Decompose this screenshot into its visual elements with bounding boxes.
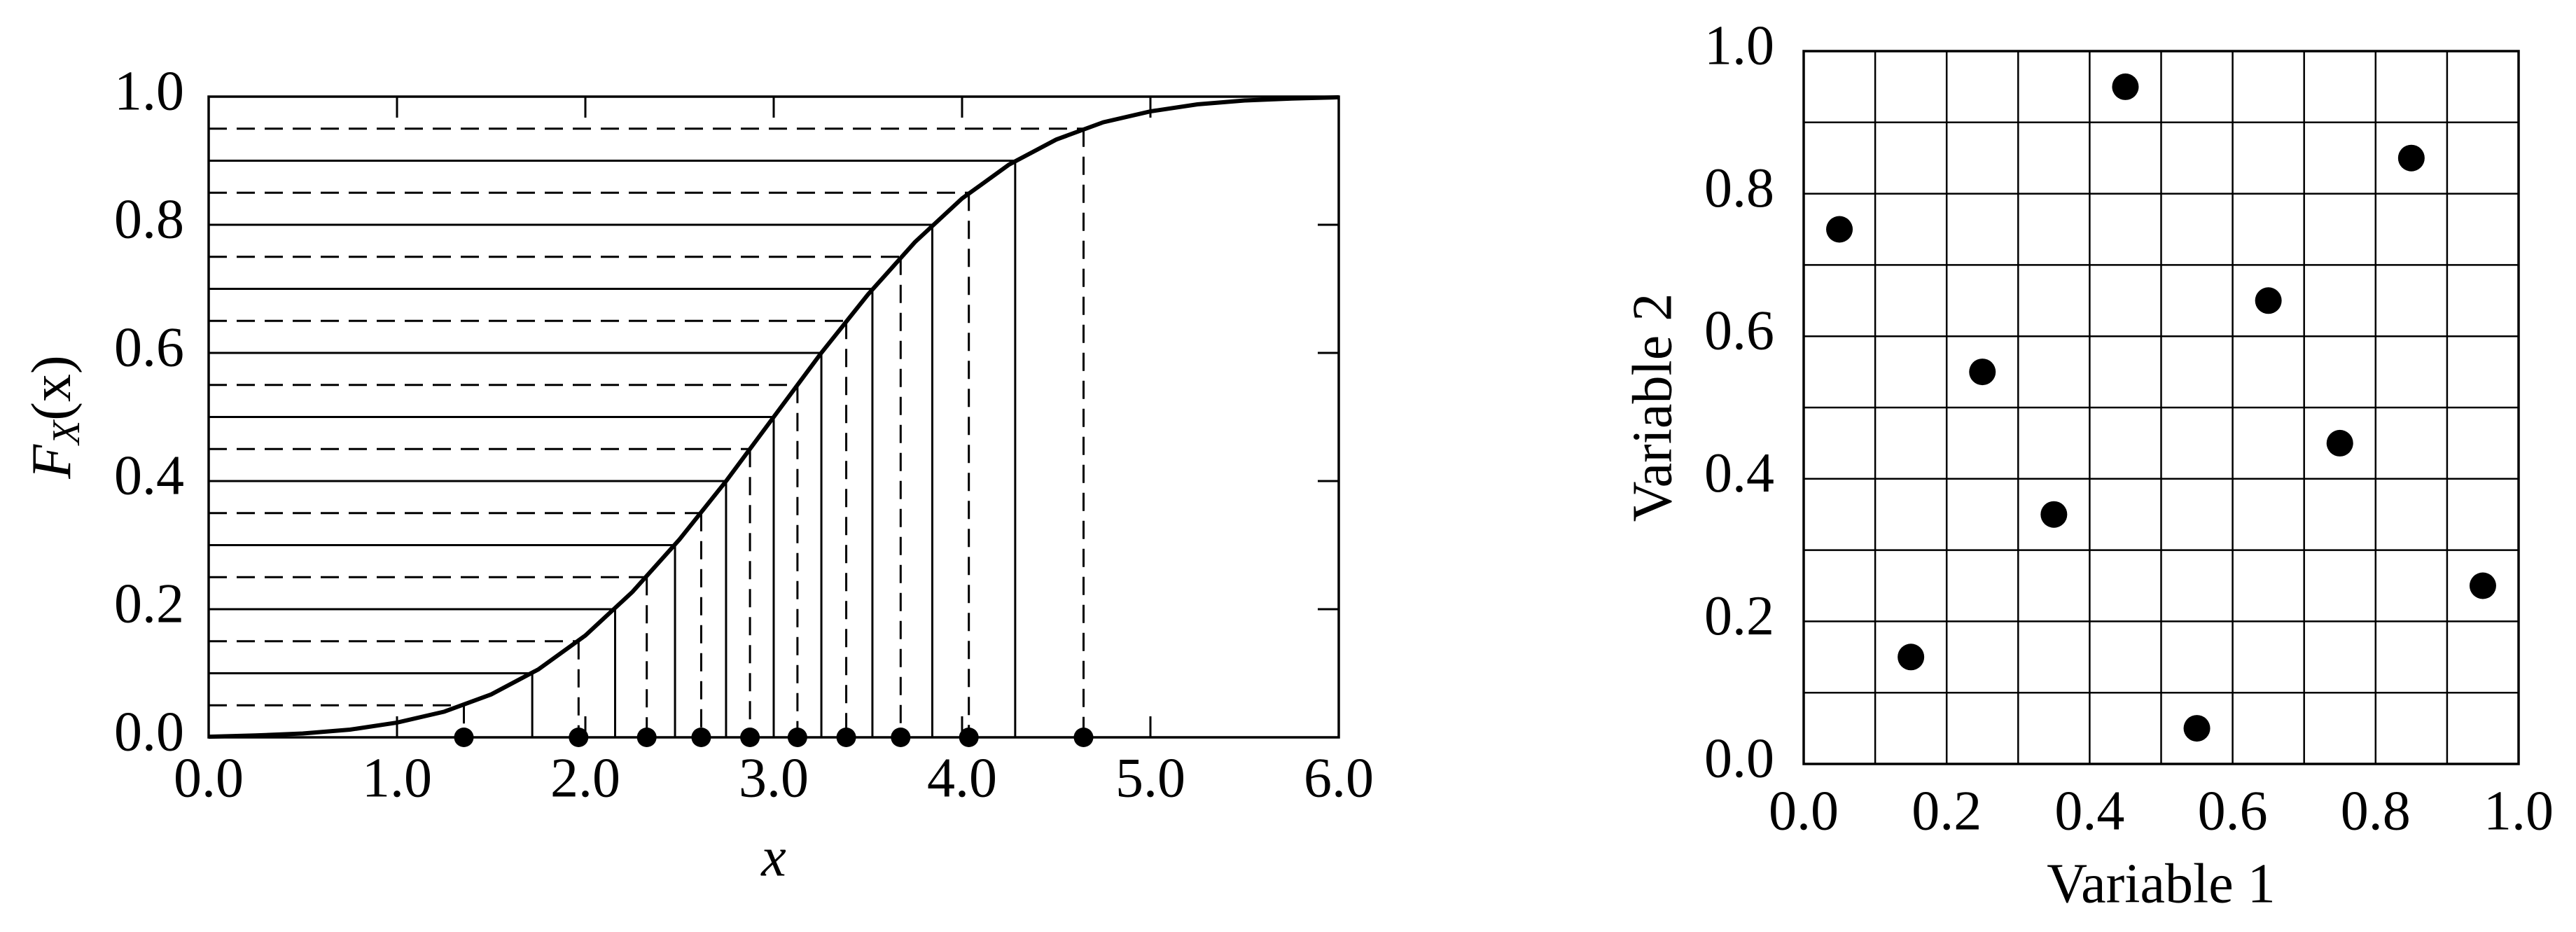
- x-tick-label: 0.0: [1769, 780, 1839, 842]
- point: [2326, 429, 2353, 457]
- point: [1969, 359, 1996, 386]
- y-tick-label: 0.4: [114, 445, 184, 506]
- x-tick-label: 0.8: [2341, 780, 2411, 842]
- x-tick-label: 5.0: [1115, 747, 1185, 809]
- y-tick-label: 0.8: [1704, 158, 1774, 219]
- x-tick-label: 1.0: [2484, 780, 2554, 842]
- x-tick-label: 4.0: [927, 747, 997, 809]
- y-axis-label: Variable 2: [1622, 293, 1683, 522]
- point: [1898, 644, 1925, 671]
- x-tick-label: 0.4: [2054, 780, 2124, 842]
- y-axis-label: FX(x): [21, 355, 88, 479]
- y-tick-label: 0.2: [114, 573, 184, 634]
- point: [2255, 287, 2282, 314]
- x-tick-label: 3.0: [739, 747, 809, 809]
- y-tick-label: 1.0: [1704, 15, 1774, 76]
- y-tick-label: 0.2: [1704, 585, 1774, 647]
- point: [2112, 73, 2139, 100]
- plot-frame: [207, 95, 1340, 739]
- x-tick-label: 6.0: [1304, 747, 1374, 809]
- x-tick-label: 0.2: [1912, 780, 1982, 842]
- y-axis-label-main: F: [21, 444, 83, 480]
- y-tick-label: 0.6: [1704, 300, 1774, 362]
- point: [2469, 572, 2496, 599]
- x-axis-label: x: [760, 826, 786, 888]
- plot-frame: [1802, 50, 2520, 765]
- point: [2397, 144, 2425, 172]
- y-axis-label-suffix: (x): [21, 355, 83, 420]
- y-tick-label: 0.0: [114, 701, 184, 763]
- y-tick-label: 0.6: [114, 317, 184, 378]
- y-tick-label: 0.4: [1704, 443, 1774, 504]
- point: [2040, 501, 2068, 528]
- x-tick-label: 1.0: [362, 747, 432, 809]
- cdf-curve: [208, 95, 1339, 739]
- x-axis-label: Variable 1: [2047, 853, 2276, 914]
- y-tick-label: 1.0: [114, 60, 184, 122]
- y-tick-label: 0.0: [1704, 728, 1774, 789]
- x-tick-label: 0.6: [2198, 780, 2268, 842]
- y-axis-label-subscript: X: [45, 419, 88, 446]
- y-tick-label: 0.8: [114, 188, 184, 250]
- point: [2183, 715, 2211, 742]
- point: [1826, 216, 1853, 243]
- x-tick-label: 0.0: [174, 747, 244, 809]
- x-tick-label: 2.0: [550, 747, 620, 809]
